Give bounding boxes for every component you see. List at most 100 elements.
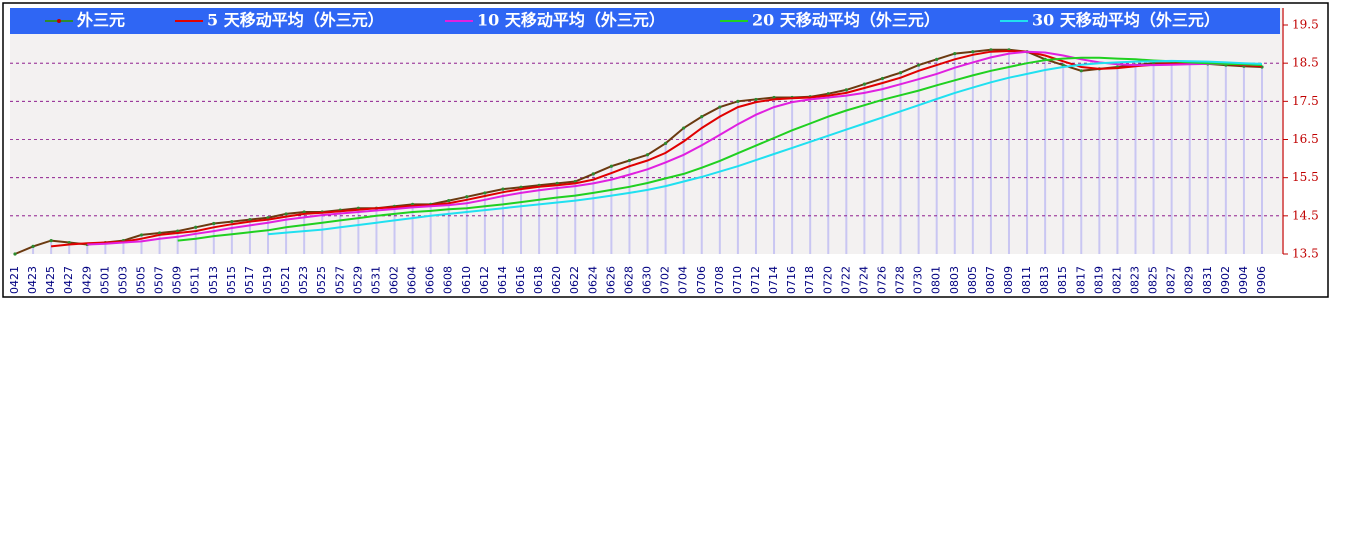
x-tick-label: 0529 [351,266,364,294]
x-tick-label: 0507 [153,266,166,294]
point-marker [880,76,885,81]
y-tick-label: 15.5 [1292,170,1319,184]
x-tick-label: 0602 [388,266,401,294]
point-marker [627,158,632,163]
x-tick-label: 0801 [930,266,943,294]
x-tick-label: 0624 [586,266,599,294]
y-tick-label: 13.5 [1292,247,1319,261]
point-marker [754,97,758,102]
x-tick-label: 0503 [116,266,129,294]
series-line [50,49,1263,248]
series-line [14,48,1263,255]
point-marker [284,212,288,216]
x-tick-label: 0610 [460,266,473,294]
x-tick-label: 0604 [406,266,419,294]
x-tick-label: 0730 [912,266,925,294]
legend-label: 外三元 [76,11,125,30]
point-marker [862,82,867,86]
x-tick-label: 0515 [225,266,238,294]
point-marker [718,105,722,109]
x-tick-label: 0805 [966,266,979,294]
point-marker [31,244,35,248]
point-marker [139,233,144,237]
x-tick-label: 0622 [568,266,581,294]
point-marker [447,198,451,203]
x-tick-label: 0511 [189,266,202,294]
x-tick-label: 0423 [26,266,39,294]
x-tick-label: 0702 [659,266,672,294]
point-marker [917,63,921,67]
x-tick-label: 0606 [424,266,437,294]
x-tick-label: 0608 [442,266,455,294]
x-tick-label: 0616 [514,266,527,294]
point-marker [664,141,668,145]
x-tick-label: 0825 [1147,266,1160,294]
point-marker [157,231,162,235]
point-marker [501,187,505,191]
point-marker [935,57,939,61]
x-tick-label: 0710 [731,266,744,294]
x-tick-label: 0817 [1074,266,1087,294]
x-tick-label: 0626 [604,266,617,294]
point-marker [609,164,613,168]
x-tick-label: 0829 [1183,266,1196,294]
x-tick-label: 0714 [767,266,780,294]
x-tick-label: 0906 [1255,266,1268,294]
x-tick-label: 0509 [171,266,184,294]
series-line [177,56,1263,242]
x-tick-label: 0803 [948,266,961,294]
plot-background [10,8,1282,254]
point-marker [248,218,252,222]
y-tick-label: 16.5 [1292,132,1319,146]
x-tick-label: 0722 [839,266,852,294]
legend-label: 5 天移动平均（外三元） [207,11,384,30]
x-tick-label: 0827 [1165,266,1178,294]
x-tick-label: 0823 [1128,266,1141,294]
x-tick-label: 0519 [261,266,274,294]
x-tick-label: 0525 [315,266,328,294]
y-tick-label: 14.5 [1292,208,1319,222]
x-tick-label: 0427 [62,266,75,294]
point-marker [772,95,776,100]
x-tick-label: 0527 [333,266,346,294]
x-tick-label: 0815 [1056,266,1069,294]
x-tick-label: 0811 [1020,266,1033,294]
x-tick-label: 0819 [1092,266,1105,294]
x-tick-label: 0716 [785,266,798,294]
point-marker [645,153,650,157]
x-tick-label: 0501 [98,266,111,294]
x-tick-label: 0618 [532,266,545,294]
x-tick-label: 0505 [135,266,148,294]
x-tick-label: 0612 [478,266,491,294]
point-marker [844,88,848,92]
x-tick-label: 0720 [821,266,834,294]
x-tick-label: 0813 [1038,266,1051,294]
x-tick-label: 0620 [550,266,563,294]
point-marker [13,252,17,256]
point-marker [953,52,957,56]
x-tick-label: 0628 [622,266,635,294]
legend-label: 20 天移动平均（外三元） [752,11,940,30]
x-tick-label: 0718 [803,266,816,294]
x-tick-label: 0726 [875,266,888,294]
x-tick-label: 0708 [713,266,726,294]
x-tick-label: 0807 [984,266,997,294]
point-marker [49,239,53,243]
point-marker [465,195,469,199]
point-marker [176,229,180,233]
x-tick-label: 0728 [894,266,907,294]
point-marker [194,225,198,229]
point-marker [555,181,559,185]
point-marker [230,219,234,224]
x-tick-label: 0712 [749,266,762,294]
legend-bar [10,8,1280,34]
x-tick-label: 0704 [677,266,690,294]
series-line [87,50,1263,246]
legend-label: 10 天移动平均（外三元） [477,11,665,30]
x-tick-label: 0724 [857,266,870,294]
legend-marker [57,19,61,23]
x-tick-label: 0706 [695,266,708,294]
point-marker [971,50,975,54]
point-marker [591,172,595,176]
